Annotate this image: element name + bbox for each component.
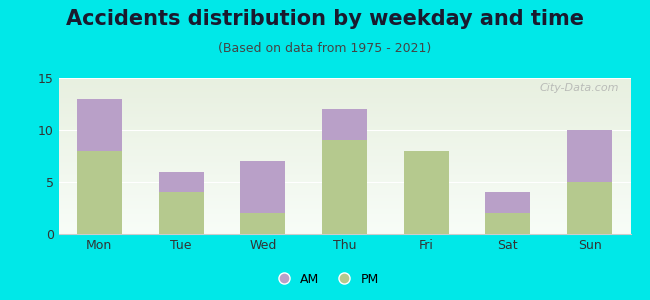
Legend: AM, PM: AM, PM <box>266 268 384 291</box>
Bar <box>486 192 530 213</box>
Text: Accidents distribution by weekday and time: Accidents distribution by weekday and ti… <box>66 9 584 29</box>
Text: City-Data.com: City-Data.com <box>540 83 619 93</box>
Bar <box>567 130 612 182</box>
Bar <box>159 192 203 234</box>
Text: (Based on data from 1975 - 2021): (Based on data from 1975 - 2021) <box>218 42 432 55</box>
Bar <box>322 109 367 140</box>
Bar <box>77 99 122 151</box>
Bar <box>240 161 285 213</box>
Bar <box>159 172 203 192</box>
Bar <box>567 182 612 234</box>
Bar <box>77 151 122 234</box>
Bar <box>404 151 448 234</box>
Bar <box>240 213 285 234</box>
Bar <box>322 140 367 234</box>
Bar <box>486 213 530 234</box>
